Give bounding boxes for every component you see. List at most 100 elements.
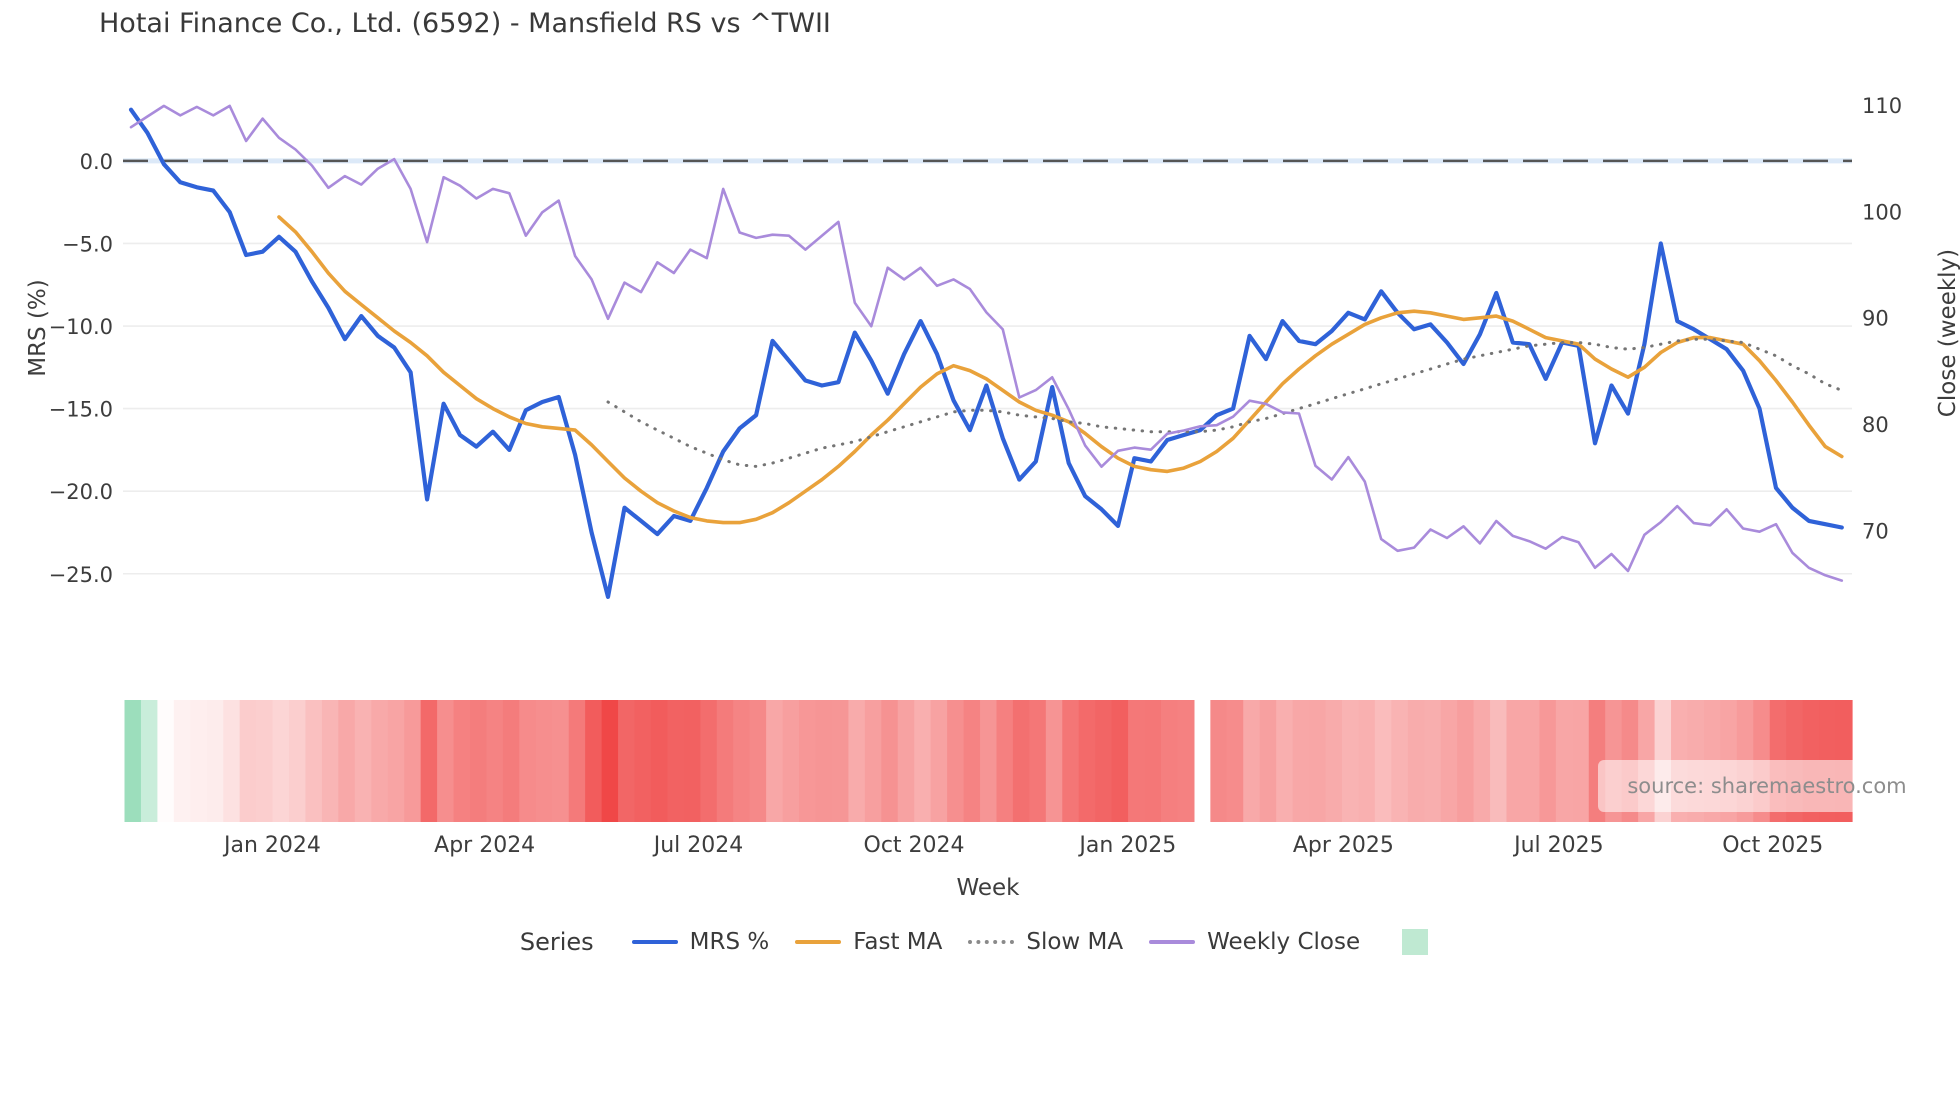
legend-title: Series bbox=[519, 928, 594, 956]
heatmap-cell bbox=[782, 700, 800, 822]
heatmap-cell bbox=[1095, 700, 1113, 822]
series-line-weekly-close bbox=[129, 104, 1844, 582]
heatmap-cell bbox=[601, 700, 619, 822]
heatmap-cell bbox=[1522, 700, 1541, 822]
heatmap-cell bbox=[1062, 700, 1080, 822]
heatmap-cell bbox=[1506, 700, 1524, 822]
heatmap-cell bbox=[124, 700, 142, 822]
legend-item-label: Weekly Close bbox=[1207, 929, 1361, 955]
left-axis-tick-label: −20.0 bbox=[49, 480, 113, 504]
left-axis-tick-label: −25.0 bbox=[49, 563, 113, 587]
heatmap-cell bbox=[930, 700, 948, 822]
heatmap-cell bbox=[1161, 700, 1179, 822]
heatmap-cell bbox=[305, 700, 323, 822]
x-axis-tick-label: Oct 2024 bbox=[864, 833, 965, 858]
right-axis-title: Close (weekly) bbox=[1935, 248, 1960, 418]
legend-item-label: Fast MA bbox=[853, 929, 943, 955]
x-axis-tick-label: Apr 2025 bbox=[1293, 833, 1394, 858]
heatmap-cell bbox=[848, 700, 866, 822]
slow-ma-dotted-swatch-icon bbox=[968, 940, 1015, 944]
heatmap-cell bbox=[815, 700, 833, 822]
heatmap-cell bbox=[223, 700, 241, 822]
heatmap-cell bbox=[700, 700, 718, 822]
heatmap-cell bbox=[881, 700, 899, 822]
heatmap-cell bbox=[1259, 700, 1277, 822]
heatmap-cell bbox=[1341, 700, 1360, 822]
left-axis-tick-label: −5.0 bbox=[62, 232, 113, 256]
heatmap-cell bbox=[519, 700, 537, 822]
heatmap-cell bbox=[272, 700, 290, 822]
heatmap-cell bbox=[667, 700, 685, 822]
legend: Series MRS % Fast MA Slow MA Weekly Clos… bbox=[0, 928, 1960, 956]
heatmap-cell bbox=[716, 700, 734, 822]
right-axis-tick-label: 70 bbox=[1862, 520, 1889, 544]
heatmap-cell bbox=[749, 700, 767, 822]
heatmap-cell bbox=[1226, 700, 1244, 822]
heatmap-cell bbox=[1391, 700, 1409, 822]
legend-item-weekly-close: Weekly Close bbox=[1149, 929, 1360, 955]
heatmap-cell bbox=[1572, 700, 1590, 822]
heatmap-cell bbox=[437, 700, 455, 822]
heatmap-cell bbox=[1128, 700, 1146, 822]
right-axis-tick-label: 100 bbox=[1862, 200, 1902, 224]
heatmap-cell bbox=[897, 700, 915, 822]
heatmap-cell bbox=[683, 700, 701, 822]
heatmap-cell bbox=[1111, 700, 1129, 822]
heatmap-cell bbox=[1325, 700, 1343, 822]
heatmap-cell bbox=[321, 700, 339, 822]
heatmap-cell bbox=[256, 700, 274, 822]
x-axis-tick-label: Jan 2024 bbox=[222, 833, 321, 858]
heatmap-cell bbox=[552, 700, 570, 822]
heatmap-cell bbox=[585, 700, 603, 822]
heatmap-cell bbox=[618, 700, 636, 822]
heatmap-cell bbox=[1144, 700, 1162, 822]
heatmap-cell bbox=[453, 700, 471, 822]
heatmap-cell bbox=[239, 700, 257, 822]
heatmap-cell bbox=[1457, 700, 1475, 822]
heatmap-cell bbox=[864, 700, 882, 822]
right-axis-tick-label: 80 bbox=[1862, 413, 1889, 437]
heatmap-cell bbox=[206, 700, 224, 822]
right-axis-tick-label: 110 bbox=[1862, 94, 1902, 118]
heatmap-cell bbox=[980, 700, 998, 822]
source-text: source: sharemaestro.com bbox=[1627, 774, 1907, 798]
left-axis-tick-label: 0.0 bbox=[80, 150, 113, 174]
heatmap-cell bbox=[1078, 700, 1096, 822]
left-axis-tick-label: −10.0 bbox=[49, 315, 113, 339]
x-axis-tick-label: Jul 2024 bbox=[652, 833, 744, 858]
heatmap-cell bbox=[963, 700, 981, 822]
heatmap-cell bbox=[1210, 700, 1228, 822]
heatmap-cell bbox=[157, 700, 175, 822]
mrs-line-swatch-icon bbox=[631, 940, 678, 944]
heatmap-cell bbox=[470, 700, 488, 822]
series-line-fast-ma bbox=[277, 215, 1844, 525]
legend-item-mrs: MRS % bbox=[631, 929, 769, 955]
heatmap-cell bbox=[404, 700, 422, 822]
heatmap-cell bbox=[1555, 700, 1573, 822]
heatmap-cell bbox=[1358, 700, 1376, 822]
legend-item-label: Slow MA bbox=[1026, 929, 1124, 955]
heatmap-cell bbox=[1407, 700, 1425, 822]
heatmap-cell bbox=[1243, 700, 1261, 822]
heatmap-cell bbox=[831, 700, 850, 822]
heatmap-cell bbox=[502, 700, 520, 822]
heatmap-cell bbox=[420, 700, 438, 822]
heatmap-cell bbox=[1177, 700, 1195, 822]
x-axis-tick-label: Oct 2025 bbox=[1722, 833, 1823, 858]
heatmap-cell bbox=[1029, 700, 1047, 822]
heatmap-cell bbox=[1473, 700, 1491, 822]
heatmap-cell bbox=[173, 700, 191, 822]
heatmap-cell bbox=[634, 700, 652, 822]
weekly-close-line-swatch-icon bbox=[1149, 940, 1196, 944]
heatmap-cell bbox=[486, 700, 504, 822]
heatmap-cell bbox=[1276, 700, 1294, 822]
heatmap-cell bbox=[1424, 700, 1442, 822]
heatmap-cell bbox=[766, 700, 784, 822]
heatmap-cell bbox=[354, 700, 372, 822]
series-line-mrs- bbox=[128, 107, 1844, 599]
legend-item-slow-ma: Slow MA bbox=[968, 929, 1123, 955]
heatmap-cell bbox=[799, 700, 817, 822]
heatmap-cell bbox=[371, 700, 389, 822]
heatmap-cell bbox=[1309, 700, 1327, 822]
